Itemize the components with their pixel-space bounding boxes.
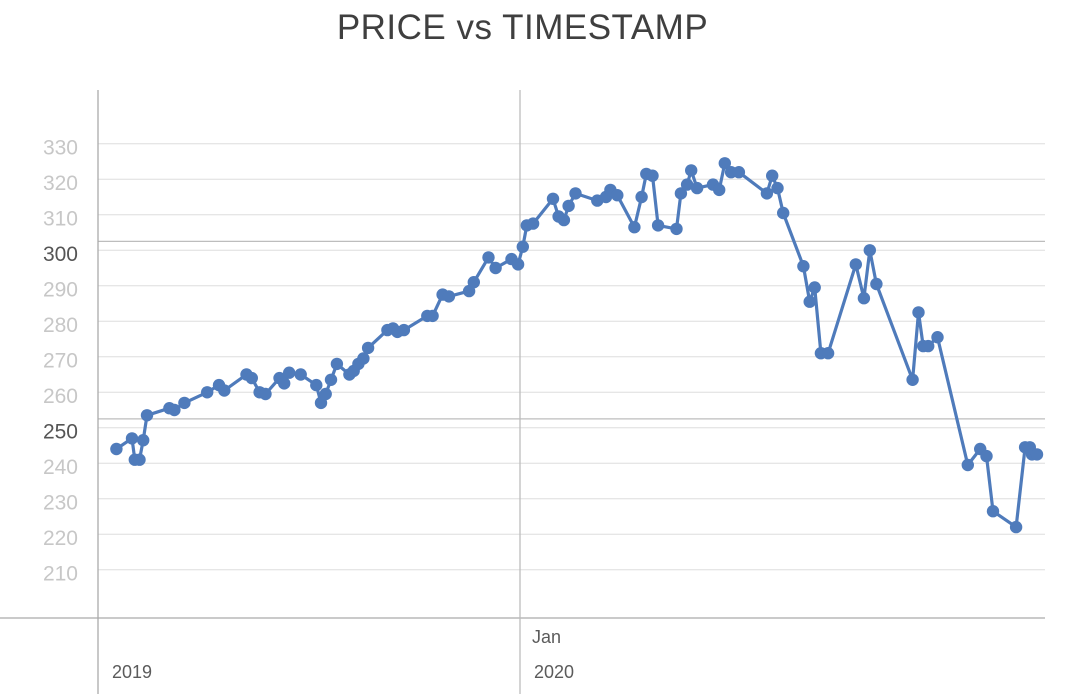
y-tick-label: 220 <box>43 527 78 550</box>
y-tick-label: 300 <box>43 243 78 266</box>
data-point <box>110 442 123 456</box>
y-tick-label: 230 <box>43 492 78 515</box>
data-point <box>324 373 338 386</box>
data-point <box>863 244 876 257</box>
data-point <box>961 458 974 472</box>
data-point <box>245 371 258 385</box>
data-point <box>635 190 648 204</box>
data-point <box>283 366 296 379</box>
data-point <box>628 221 641 234</box>
data-point <box>986 505 1000 518</box>
data-point <box>685 164 698 177</box>
axes <box>0 90 1045 694</box>
data-point <box>137 434 150 447</box>
data-point <box>516 240 529 253</box>
y-tick-label: 280 <box>43 314 78 337</box>
data-point <box>922 339 935 353</box>
data-point <box>803 295 816 308</box>
data-point <box>546 192 560 205</box>
data-point <box>797 260 810 273</box>
y-tick-label: 240 <box>43 456 78 479</box>
data-point <box>330 357 344 371</box>
y-tick-label: 210 <box>43 563 78 586</box>
data-point <box>857 292 871 305</box>
x-tick-year-label: 2019 <box>112 662 152 682</box>
data-point <box>670 222 683 236</box>
data-point <box>562 199 575 213</box>
data-point <box>569 187 582 200</box>
data-point <box>426 309 439 323</box>
data-point <box>140 409 154 422</box>
data-point <box>718 157 731 170</box>
data-point <box>168 403 181 417</box>
data-point <box>821 347 835 360</box>
data-point <box>319 387 332 401</box>
data-point <box>777 206 790 220</box>
y-axis-tick-labels: 330 320 310 300 290 280 270 260 250 240 230 220 210 <box>43 137 78 586</box>
data-point <box>489 261 502 275</box>
data-point <box>849 258 862 271</box>
data-point <box>1009 520 1023 534</box>
data-point <box>259 387 272 401</box>
data-point <box>906 373 919 386</box>
data-point <box>178 396 191 410</box>
x-axis-tick-labels: 2019 Jan 2020 <box>112 627 574 682</box>
data-point <box>680 178 694 191</box>
data-point <box>397 323 411 337</box>
data-point <box>218 384 231 397</box>
data-point <box>646 169 659 182</box>
data-point <box>442 290 456 303</box>
data-point <box>771 181 784 195</box>
y-tick-label: 320 <box>43 172 78 195</box>
data-point <box>467 276 480 289</box>
data-point <box>294 368 307 381</box>
data-point <box>651 219 665 232</box>
data-point <box>133 453 146 466</box>
data-point <box>980 449 993 463</box>
data-point <box>511 258 525 271</box>
data-point <box>611 189 624 202</box>
data-point <box>732 166 746 179</box>
data-point <box>557 213 571 227</box>
y-tick-label: 270 <box>43 350 78 373</box>
data-point <box>674 187 688 200</box>
data-point <box>760 187 774 200</box>
data-point <box>526 217 540 230</box>
data-point <box>931 331 944 344</box>
data-point <box>690 181 704 195</box>
y-tick-label: 310 <box>43 208 78 231</box>
data-point <box>870 277 883 291</box>
data-point <box>278 377 291 390</box>
y-tick-label: 250 <box>43 421 78 444</box>
x-tick-year-label: 2020 <box>534 662 574 682</box>
data-point <box>766 169 779 182</box>
series-price <box>110 157 1044 534</box>
data-point <box>808 281 821 294</box>
data-point <box>912 306 925 319</box>
data-point <box>713 183 726 197</box>
y-tick-label: 330 <box>43 137 78 160</box>
data-point <box>310 378 323 392</box>
series-line <box>114 161 1039 529</box>
data-point <box>201 386 214 399</box>
data-point <box>357 352 370 365</box>
data-point <box>125 432 139 445</box>
y-tick-label: 260 <box>43 385 78 408</box>
data-point <box>482 251 495 264</box>
y-tick-label: 290 <box>43 279 78 302</box>
data-point <box>1030 448 1044 461</box>
gridlines <box>98 143 1045 571</box>
data-point <box>361 341 375 355</box>
chart-title: PRICE vs TIMESTAMP <box>336 8 709 47</box>
x-tick-month-label: Jan <box>532 627 561 647</box>
